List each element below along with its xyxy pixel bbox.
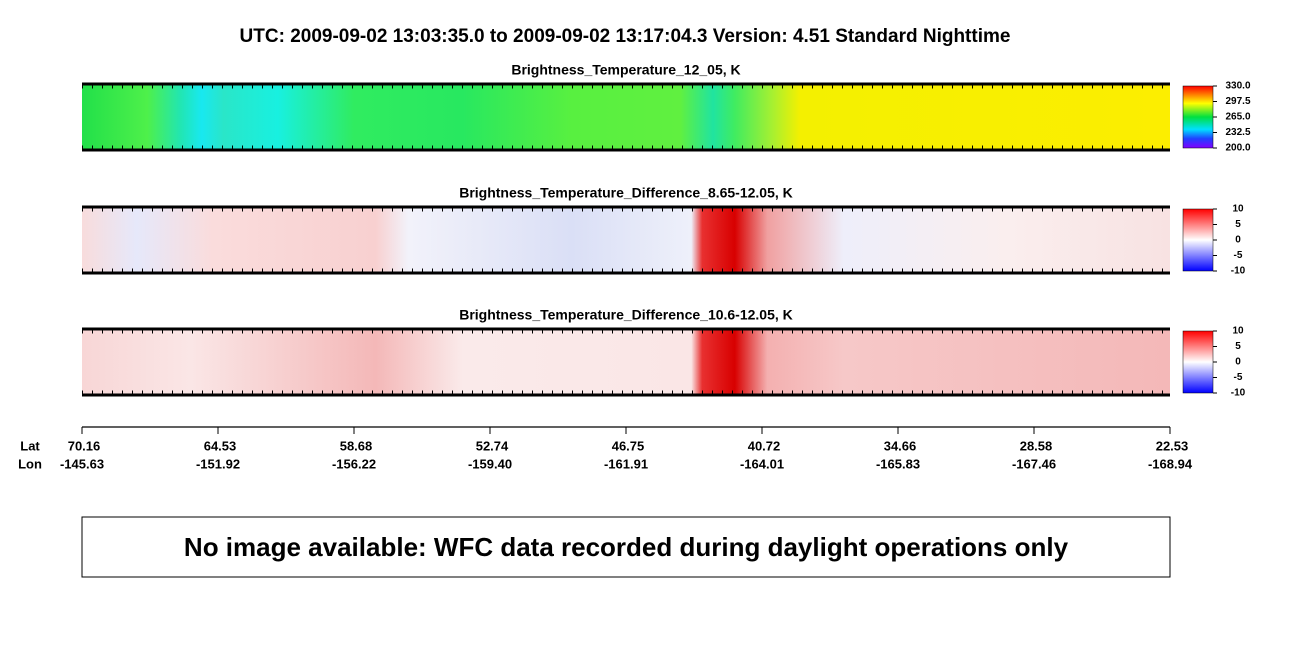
panel-title: Brightness_Temperature_Difference_10.6-1…: [459, 307, 793, 323]
lon-label: -168.94: [1148, 456, 1193, 471]
lat-label: 28.58: [1020, 438, 1053, 453]
colorbar-tick-label: -10: [1231, 266, 1246, 277]
page-title: UTC: 2009-09-02 13:03:35.0 to 2009-09-02…: [240, 26, 1011, 47]
lon-label: -164.01: [740, 456, 784, 471]
notice-text: No image available: WFC data recorded du…: [184, 532, 1069, 562]
colorbar-tick-label: 10: [1232, 204, 1244, 215]
colorbar-tick-label: 265.0: [1225, 112, 1250, 123]
lon-label: -165.83: [876, 456, 920, 471]
lon-label: -156.22: [332, 456, 376, 471]
heatmap: [82, 207, 1170, 273]
heatmap: [82, 84, 1170, 150]
lat-label: 34.66: [884, 438, 917, 453]
colorbar-tick-label: 5: [1235, 341, 1241, 352]
panel-title: Brightness_Temperature_Difference_8.65-1…: [459, 185, 793, 201]
lon-label: -167.46: [1012, 456, 1056, 471]
colorbar-tick-label: 330.0: [1225, 81, 1250, 92]
colorbar-tick-label: 0: [1235, 357, 1241, 368]
colorbar-tick-label: -5: [1234, 372, 1243, 383]
lon-label: -151.92: [196, 456, 240, 471]
colorbar-tick-label: 0: [1235, 235, 1241, 246]
x-axis: Lat Lon 70.16 -145.63 64.53 -151.92 58.68 -156.…: [18, 426, 1193, 471]
colorbar-tick-label: 297.5: [1225, 96, 1250, 107]
lon-label: -161.91: [604, 456, 648, 471]
panels: Brightness_Temperature_12_05, K 330.0 297.…: [82, 62, 1251, 399]
notice-box: [81, 516, 1171, 578]
colorbar-tick-label: 232.5: [1225, 127, 1250, 138]
axis-row-label: Lon: [18, 456, 42, 471]
lon-label: -159.40: [468, 456, 512, 471]
lat-label: 64.53: [204, 438, 237, 453]
colorbar: [1182, 208, 1214, 272]
lat-label: 46.75: [612, 438, 645, 453]
lat-label: 40.72: [748, 438, 781, 453]
colorbar: [1182, 85, 1214, 149]
lat-label: 52.74: [476, 438, 509, 453]
colorbar-tick-label: 200.0: [1225, 143, 1250, 154]
panel-title: Brightness_Temperature_12_05, K: [511, 62, 740, 78]
lat-label: 22.53: [1156, 438, 1189, 453]
colorbar-tick-label: 10: [1232, 326, 1244, 337]
colorbar-tick-label: -5: [1234, 250, 1243, 261]
colorbar-tick-label: -10: [1231, 388, 1246, 399]
colorbar: [1182, 330, 1214, 394]
colorbar-tick-label: 5: [1235, 219, 1241, 230]
lon-label: -145.63: [60, 456, 104, 471]
axis-row-label: Lat: [20, 438, 40, 453]
heatmap: [82, 329, 1170, 395]
lat-label: 70.16: [68, 438, 101, 453]
lat-label: 58.68: [340, 438, 373, 453]
